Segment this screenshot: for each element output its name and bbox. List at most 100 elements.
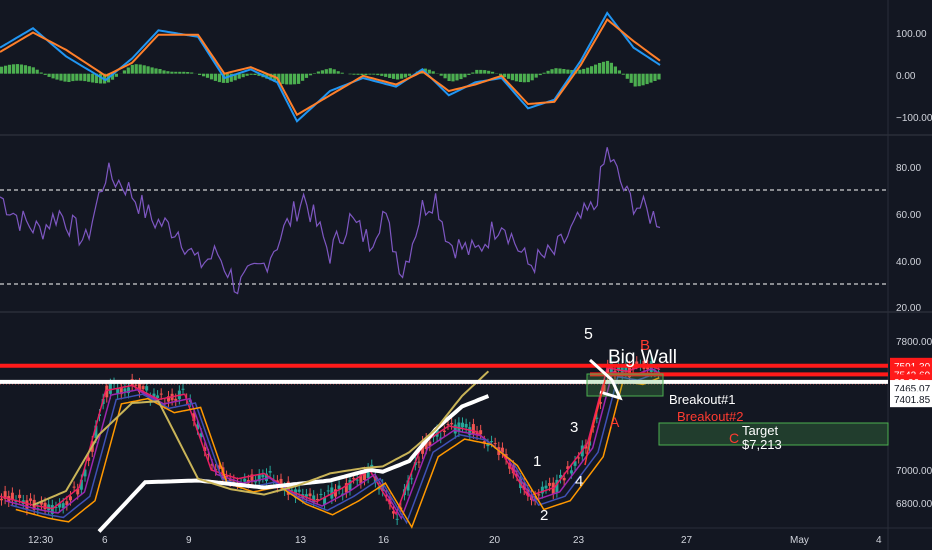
histogram-bar <box>233 73 237 81</box>
time-tick-13: 13 <box>295 535 307 546</box>
histogram-bar <box>613 66 617 74</box>
wave-label-3: 3 <box>570 419 578 436</box>
candle-body <box>627 366 631 378</box>
histogram-bar <box>99 73 103 84</box>
candle-body <box>3 491 7 499</box>
candle-body <box>105 385 109 398</box>
histogram-bar <box>360 73 364 75</box>
histogram-bar <box>645 73 649 85</box>
price-panel: 5 B Big Wall Breakout#1 Breakout#2 A 3 C… <box>0 326 932 533</box>
candle-body <box>450 422 454 425</box>
histogram-bar <box>166 71 170 74</box>
candle-body <box>468 427 472 436</box>
candle-body <box>68 496 72 501</box>
histogram-bar <box>59 73 63 81</box>
histogram-bar <box>241 73 245 78</box>
candle-body <box>39 501 43 505</box>
histogram-bar <box>510 73 514 81</box>
candle-body <box>326 490 330 492</box>
histogram-bar <box>376 73 380 76</box>
candle-body <box>355 479 359 481</box>
time-tick-27: 27 <box>681 535 693 546</box>
candle-body <box>206 454 210 456</box>
candle-body <box>156 395 160 399</box>
candle-body <box>127 387 131 394</box>
histogram-bar <box>245 73 249 76</box>
rsi-tick-80: 80.00 <box>896 163 921 174</box>
histogram-bar <box>542 72 546 74</box>
candle-body <box>363 471 366 481</box>
candle-body <box>116 388 120 394</box>
candle-body <box>72 486 76 488</box>
histogram-bar <box>75 73 79 81</box>
candle-body <box>540 486 544 494</box>
histogram-bar <box>641 73 645 86</box>
candle-body <box>319 494 323 496</box>
histogram-bar <box>570 70 574 74</box>
histogram-bar <box>514 73 518 82</box>
wave-label-1: 1 <box>533 453 541 470</box>
histogram-bar <box>126 67 130 74</box>
candle-body <box>323 497 327 505</box>
candle-body <box>79 479 83 490</box>
histogram-bar <box>550 69 554 74</box>
histogram-bar <box>598 63 602 74</box>
candle-body <box>464 423 468 428</box>
histogram-bar <box>491 71 495 74</box>
histogram-bar <box>257 73 261 76</box>
histogram-bar <box>23 65 27 74</box>
histogram-bar <box>91 73 95 83</box>
histogram-bar <box>146 66 150 74</box>
histogram-bar <box>293 73 297 85</box>
histogram-bar <box>455 73 459 81</box>
breakout-2-label: Breakout#2 <box>677 409 744 424</box>
histogram-bar <box>31 67 35 74</box>
histogram-bar <box>594 64 598 74</box>
histogram-bar <box>277 73 281 83</box>
candle-body <box>620 364 624 375</box>
candle-body <box>261 474 265 478</box>
candle-body <box>352 478 356 480</box>
price-label-bg <box>890 391 932 408</box>
histogram-bar <box>502 73 507 78</box>
wave-label-c: C <box>729 430 739 446</box>
candle-body <box>392 511 396 514</box>
candle-body <box>134 384 138 386</box>
histogram-bar <box>249 73 253 75</box>
histogram-bar <box>649 73 653 83</box>
candle-body <box>25 500 29 510</box>
candle-body <box>631 367 635 369</box>
histogram-bar <box>138 64 142 74</box>
histogram-bar <box>590 66 594 74</box>
target-price-label: $7,213 <box>742 437 782 452</box>
histogram-bar <box>483 70 487 74</box>
candle-body <box>50 505 54 514</box>
ma-yellow <box>32 370 490 507</box>
candle-body <box>257 474 261 482</box>
candle-body <box>566 466 570 470</box>
histogram-bar <box>35 69 39 74</box>
histogram-bar <box>114 73 118 77</box>
histogram-bar <box>451 73 455 82</box>
candle-body <box>137 383 141 393</box>
candle-body <box>428 441 432 446</box>
candle-body <box>94 425 98 438</box>
histogram-bar <box>463 73 467 78</box>
histogram-bar <box>633 73 637 87</box>
candle-body <box>486 443 490 447</box>
histogram-bar <box>479 69 483 74</box>
wave-label-a: A <box>610 414 620 430</box>
candle-body <box>569 470 573 474</box>
candle-body <box>159 393 163 395</box>
histogram-bar <box>487 70 491 74</box>
price-label: 7401.85 <box>894 395 931 406</box>
candle-body <box>577 457 581 459</box>
histogram-bar <box>122 70 126 74</box>
candle-body <box>595 417 599 419</box>
rsi-tick-20: 20.00 <box>896 303 921 314</box>
candle-body <box>225 475 229 477</box>
candle-body <box>210 464 214 466</box>
rsi-series <box>0 147 661 295</box>
